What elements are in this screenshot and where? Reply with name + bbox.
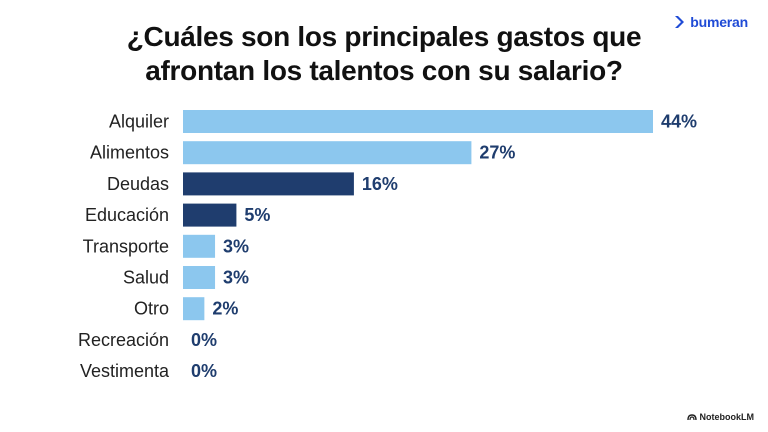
bar bbox=[183, 172, 354, 196]
bar bbox=[183, 141, 472, 165]
notebooklm-logo-icon bbox=[686, 414, 697, 421]
category-label: Salud bbox=[123, 268, 169, 288]
bar bbox=[183, 110, 653, 133]
value-label: 27% bbox=[479, 143, 515, 163]
category-label: Vestimenta bbox=[80, 361, 170, 381]
chart-title-line-1: ¿Cuáles son los principales gastos que bbox=[126, 21, 642, 52]
brand-name: bumeran bbox=[690, 14, 748, 30]
category-label: Educación bbox=[85, 205, 169, 225]
category-label: Recreación bbox=[78, 330, 169, 350]
bar bbox=[183, 297, 205, 321]
value-label: 3% bbox=[223, 236, 249, 256]
value-label: 0% bbox=[191, 361, 217, 381]
value-label: 3% bbox=[223, 268, 249, 288]
category-label: Transporte bbox=[83, 236, 169, 256]
value-label: 0% bbox=[191, 330, 217, 350]
chart-title: ¿Cuáles son los principales gastos que a… bbox=[0, 20, 768, 88]
category-label: Deudas bbox=[107, 174, 169, 194]
category-label: Otro bbox=[134, 299, 169, 319]
chart-title-line-2: afrontan los talentos con su salario? bbox=[145, 55, 623, 86]
bar bbox=[183, 234, 216, 258]
bar bbox=[183, 266, 216, 289]
footer-credit-text: NotebookLM bbox=[699, 412, 755, 422]
brand-logo: bumeran bbox=[674, 14, 748, 30]
footer-credit: NotebookLM bbox=[686, 412, 755, 422]
bar bbox=[183, 203, 237, 227]
value-label: 44% bbox=[661, 112, 697, 132]
category-label: Alimentos bbox=[90, 143, 169, 163]
bumeran-logo-icon bbox=[675, 16, 685, 28]
value-label: 2% bbox=[212, 299, 238, 319]
value-label: 16% bbox=[362, 174, 398, 194]
category-label: Alquiler bbox=[109, 112, 169, 132]
value-label: 5% bbox=[244, 205, 270, 225]
